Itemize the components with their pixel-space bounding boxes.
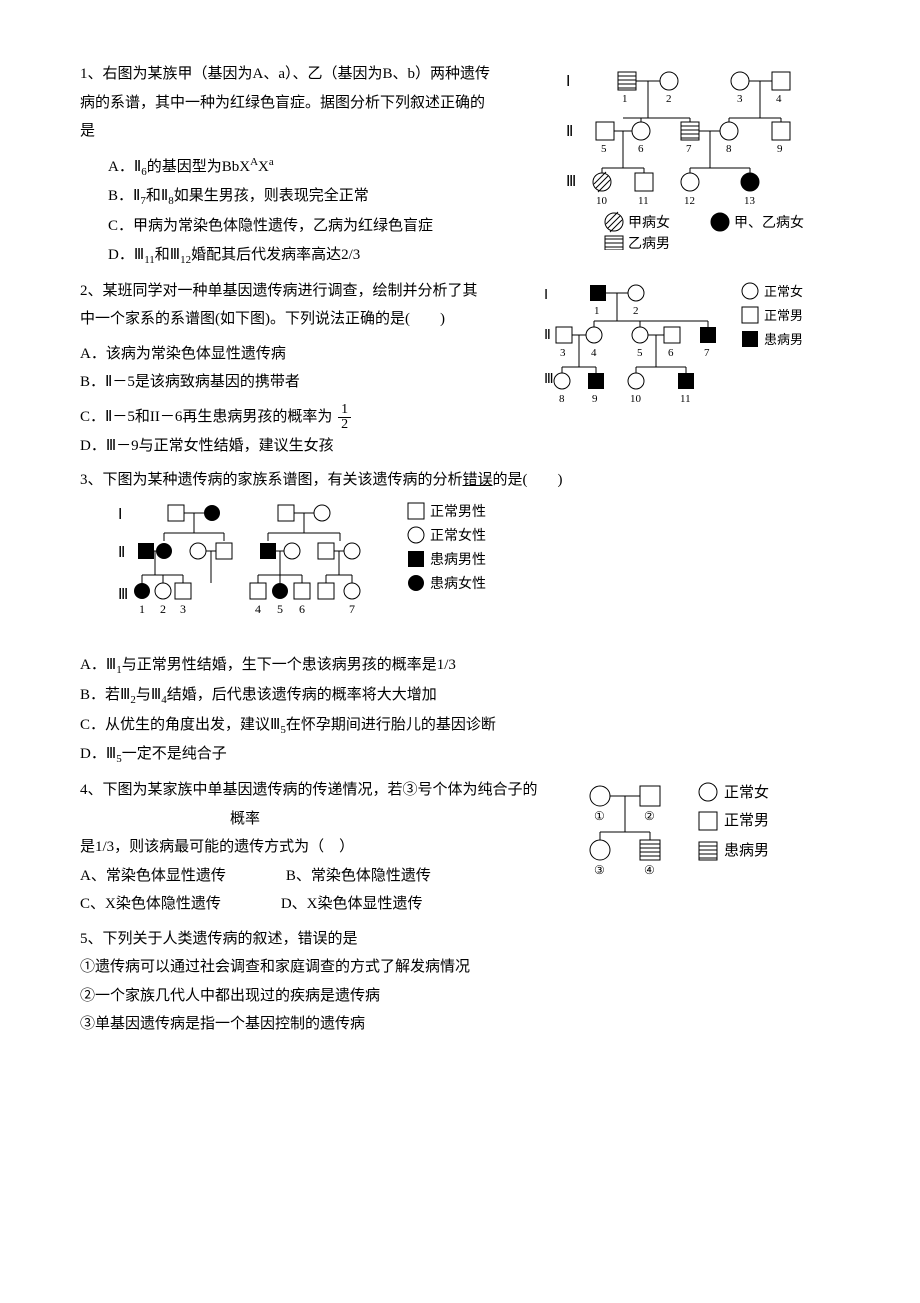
id-label: 4 [776,93,782,105]
gen-label: Ⅲ [566,174,576,190]
legend-label: 正常男 [764,308,803,323]
gen-label: Ⅱ [544,328,551,343]
id-label: 2 [160,602,166,616]
id-label: 2 [633,305,639,317]
id-label: 4 [591,347,597,359]
id-label: 11 [638,195,649,207]
id-label: 9 [777,143,783,155]
legend-label: 正常女 [724,783,769,801]
id-label: 6 [638,143,644,155]
id-label: 3 [737,93,743,105]
q4-extra-word: 概率 [230,811,260,827]
id-label: 1 [622,93,628,105]
id-label: ② [644,809,655,823]
question-2: Ⅰ 1 2 Ⅱ 3 4 5 6 7 [80,277,840,461]
id-label: 8 [726,143,732,155]
q2-stem-l2: 中一个家系的系谱图(如下图)。下列说法正确的是( ) [80,305,540,334]
q4-option-c: C、X染色体隐性遗传 [80,890,221,919]
id-label: ③ [594,863,605,877]
id-label: 5 [601,143,607,155]
q2-stem-l1: 2、某班同学对一种单基因遗传病进行调查，绘制并分析了其 [80,277,540,306]
gen-label: Ⅰ [118,507,122,523]
q3-option-a: A．Ⅲ1与正常男性结婚，生下一个患该病男孩的概率是1/3 [80,651,840,681]
legend-label: 正常女 [764,284,803,299]
id-label: ④ [644,863,655,877]
gen-label: Ⅲ [118,587,128,603]
id-label: 7 [686,143,692,155]
id-label: 3 [560,347,566,359]
q2-pedigree-svg: Ⅰ 1 2 Ⅱ 3 4 5 6 7 [540,277,840,427]
id-label: 1 [594,305,600,317]
id-label: 1 [139,602,145,616]
id-label: 5 [637,347,643,359]
q4-option-a: A、常染色体显性遗传 [80,862,226,891]
id-label: 6 [299,602,305,616]
q3-pedigree-svg: Ⅰ Ⅱ [108,495,538,645]
legend-label: 乙病男 [628,236,670,250]
id-label: ① [594,809,605,823]
legend-label: 正常男 [724,812,769,829]
legend-label: 正常女性 [430,527,486,544]
gen-label: Ⅰ [544,288,548,303]
q3-option-c: C．从优生的角度出发，建议Ⅲ5在怀孕期间进行胎儿的基因诊断 [80,711,840,741]
id-label: 12 [684,195,695,207]
legend-label: 甲病女 [628,214,670,231]
q5-l2: ②一个家族几代人中都出现过的疾病是遗传病 [80,982,840,1011]
q4-option-b: B、常染色体隐性遗传 [286,862,431,891]
gen-label: Ⅱ [566,124,573,140]
legend-label: 患病男 [724,842,769,859]
id-label: 5 [277,602,283,616]
id-label: 13 [744,195,756,207]
id-label: 10 [596,195,608,207]
q1-figure: Ⅰ 1 2 3 4 Ⅱ 5 6 [560,60,840,250]
gen-label: Ⅲ [544,372,554,387]
q1-pedigree-svg: Ⅰ 1 2 3 4 Ⅱ 5 6 [560,60,840,250]
id-label: 8 [559,393,565,405]
id-label: 9 [592,393,598,405]
id-label: 11 [680,393,691,405]
q5-l3: ③单基因遗传病是指一个基因控制的遗传病 [80,1010,840,1039]
id-label: 7 [349,602,355,616]
question-5: 5、下列关于人类遗传病的叙述，错误的是 ①遗传病可以通过社会调查和家庭调查的方式… [80,925,840,1039]
id-label: 6 [668,347,674,359]
legend-label: 甲、乙病女 [734,214,804,231]
q4-pedigree-svg: ① ② ③ ④ 正常女 正常男 患病男 [580,776,840,896]
legend-label: 患病男性 [430,552,486,568]
gen-label: Ⅰ [566,74,570,90]
id-label: 7 [704,347,710,359]
id-label: 10 [630,393,642,405]
id-label: 2 [666,93,672,105]
q5-l1: ①遗传病可以通过社会调查和家庭调查的方式了解发病情况 [80,953,840,982]
q3-figure: Ⅰ Ⅱ [108,495,840,645]
q5-stem: 5、下列关于人类遗传病的叙述，错误的是 [80,925,840,954]
question-3: 3、下图为某种遗传病的家族系谱图，有关该遗传病的分析错误的是( ) Ⅰ Ⅱ [80,466,840,770]
gen-label: Ⅱ [118,545,125,561]
q3-option-b: B．若Ⅲ2与Ⅲ4结婚，后代患该遗传病的概率将大大增加 [80,681,840,711]
legend-label: 患病男 [764,332,803,347]
id-label: 3 [180,602,186,616]
q3-stem: 3、下图为某种遗传病的家族系谱图，有关该遗传病的分析错误的是( ) [80,466,840,495]
q4-figure: ① ② ③ ④ 正常女 正常男 患病男 [580,776,840,896]
question-4: ① ② ③ ④ 正常女 正常男 患病男 4、下图为某家族中单基因遗传病的传递情况… [80,776,840,919]
question-1: Ⅰ 1 2 3 4 Ⅱ 5 6 [80,60,840,271]
id-label: 4 [255,602,261,616]
q3-underline: 错误 [463,472,493,488]
legend-label: 患病女性 [430,575,486,592]
q2-figure: Ⅰ 1 2 Ⅱ 3 4 5 6 7 [540,277,840,427]
q2-option-d: D．Ⅲ－9与正常女性结婚，建议生女孩 [80,432,840,461]
q3-option-d: D．Ⅲ5一定不是纯合子 [80,740,840,770]
q4-option-d: D、X染色体显性遗传 [281,890,423,919]
legend-label: 正常男性 [430,504,486,520]
